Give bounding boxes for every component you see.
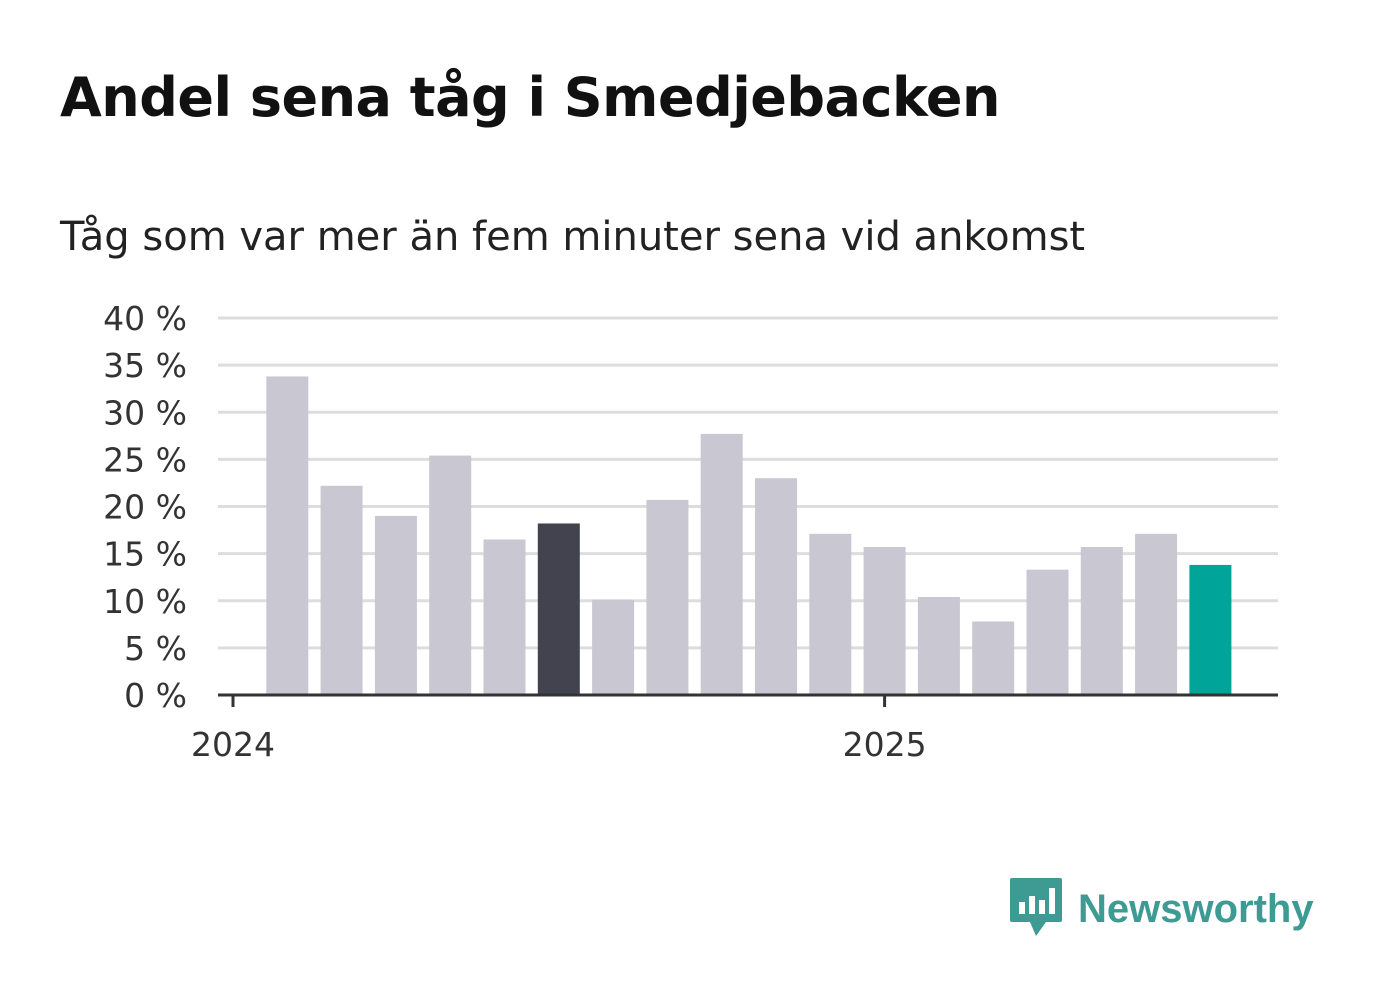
- bar: [483, 539, 526, 695]
- newsworthy-logo-icon: [1010, 878, 1062, 936]
- bar: [1080, 547, 1123, 695]
- bar: [646, 499, 689, 695]
- bar: [1189, 564, 1232, 695]
- chart-title: Andel sena tåg i Smedjebacken: [60, 66, 1001, 129]
- bar: [592, 599, 635, 695]
- gridlines: [218, 316, 1278, 650]
- bar: [700, 433, 743, 695]
- bar: [1135, 533, 1178, 695]
- y-axis-tick-labels: 0 % 5 % 10 % 15 % 20 % 25 % 30 % 35 % 40 %: [103, 299, 187, 715]
- newsworthy-logo: Newsworthy: [1010, 878, 1314, 940]
- bar: [266, 376, 309, 695]
- bar: [809, 533, 852, 695]
- y-tick-label: 10 %: [103, 582, 187, 621]
- x-axis-tick-labels: 2024 2025: [191, 695, 927, 764]
- x-tick-label: 2025: [843, 725, 927, 764]
- y-tick-label: 20 %: [103, 488, 187, 527]
- bar: [863, 547, 906, 695]
- bars: [266, 376, 1232, 695]
- y-tick-label: 40 %: [103, 299, 187, 338]
- bar: [755, 478, 797, 695]
- bar: [320, 485, 363, 695]
- bar: [972, 621, 1015, 695]
- chart-subtitle: Tåg som var mer än fem minuter sena vid …: [60, 214, 1086, 260]
- brand-name: Newsworthy: [1078, 886, 1314, 931]
- bar: [537, 523, 580, 695]
- bar: [429, 455, 472, 695]
- x-tick-label: 2024: [191, 725, 275, 764]
- y-tick-label: 5 %: [124, 629, 187, 668]
- y-tick-label: 15 %: [103, 535, 187, 574]
- y-tick-label: 30 %: [103, 393, 187, 432]
- y-tick-label: 35 %: [103, 346, 187, 385]
- y-tick-label: 0 %: [124, 676, 187, 715]
- bar: [917, 596, 960, 695]
- bar: [1026, 569, 1069, 695]
- y-tick-label: 25 %: [103, 440, 187, 479]
- bar: [374, 515, 417, 695]
